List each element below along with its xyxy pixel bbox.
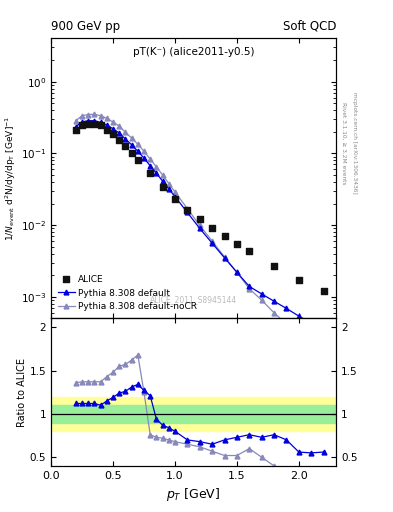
Pythia 8.308 default [222, 255, 227, 261]
Pythia 8.308 default-noCR [123, 130, 128, 136]
Y-axis label: Ratio to ALICE: Ratio to ALICE [17, 358, 27, 426]
Pythia 8.308 default-noCR [86, 112, 91, 118]
Pythia 8.308 default [173, 194, 177, 200]
ALICE [122, 142, 129, 151]
ALICE [320, 287, 327, 295]
Pythia 8.308 default-noCR [296, 332, 301, 338]
Pythia 8.308 default [160, 178, 165, 184]
ALICE [110, 130, 116, 138]
Pythia 8.308 default-noCR [92, 111, 97, 117]
Pythia 8.308 default [166, 186, 171, 192]
Line: Pythia 8.308 default: Pythia 8.308 default [73, 118, 326, 333]
Pythia 8.308 default-noCR [117, 123, 121, 129]
ALICE [271, 262, 277, 270]
Pythia 8.308 default-noCR [173, 189, 177, 195]
Pythia 8.308 default-noCR [141, 148, 146, 154]
Text: Soft QCD: Soft QCD [283, 20, 336, 33]
ALICE [79, 121, 85, 130]
Pythia 8.308 default [80, 119, 84, 125]
Pythia 8.308 default-noCR [247, 286, 252, 292]
Pythia 8.308 default [321, 328, 326, 334]
ALICE [196, 216, 203, 224]
Pythia 8.308 default [185, 209, 190, 216]
Pythia 8.308 default [129, 142, 134, 148]
ALICE [135, 156, 141, 164]
Pythia 8.308 default-noCR [160, 172, 165, 178]
Pythia 8.308 default [123, 136, 128, 142]
ALICE [209, 224, 215, 232]
Pythia 8.308 default [111, 126, 116, 132]
Pythia 8.308 default-noCR [73, 118, 78, 124]
ALICE [147, 169, 153, 177]
ALICE [85, 120, 92, 129]
Pythia 8.308 default-noCR [284, 321, 289, 327]
Pythia 8.308 default [272, 298, 276, 304]
Pythia 8.308 default-noCR [148, 156, 152, 162]
Pythia 8.308 default-noCR [259, 297, 264, 303]
Pythia 8.308 default [141, 155, 146, 161]
Pythia 8.308 default-noCR [222, 254, 227, 260]
Pythia 8.308 default [86, 118, 91, 124]
Text: mcplots.cern.ch [arXiv:1306.3436]: mcplots.cern.ch [arXiv:1306.3436] [352, 93, 357, 194]
Pythia 8.308 default [148, 163, 152, 169]
ALICE [184, 206, 191, 215]
Pythia 8.308 default [73, 124, 78, 130]
Pythia 8.308 default [117, 130, 121, 136]
Pythia 8.308 default [154, 170, 159, 176]
ALICE [97, 121, 104, 130]
ALICE [246, 247, 252, 255]
Text: pT(K⁻) (alice2011-y0.5): pT(K⁻) (alice2011-y0.5) [133, 47, 254, 57]
Pythia 8.308 default [247, 283, 252, 289]
Pythia 8.308 default-noCR [136, 141, 140, 147]
ALICE [116, 136, 122, 144]
ALICE [221, 232, 228, 240]
Pythia 8.308 default-noCR [129, 135, 134, 141]
ALICE [296, 276, 302, 285]
Pythia 8.308 default [309, 320, 314, 326]
Pythia 8.308 default [296, 313, 301, 319]
Pythia 8.308 default-noCR [111, 119, 116, 125]
ALICE [104, 125, 110, 134]
ALICE [172, 195, 178, 203]
Pythia 8.308 default-noCR [309, 344, 314, 350]
ALICE [234, 240, 240, 248]
Pythia 8.308 default-noCR [235, 269, 239, 275]
X-axis label: $p_T$ [GeV]: $p_T$ [GeV] [166, 486, 221, 503]
Pythia 8.308 default [105, 122, 109, 128]
Text: Rivet 3.1.10, ≥ 3.2M events: Rivet 3.1.10, ≥ 3.2M events [341, 102, 346, 185]
Pythia 8.308 default [197, 225, 202, 231]
Line: Pythia 8.308 default-noCR: Pythia 8.308 default-noCR [73, 112, 326, 360]
Pythia 8.308 default [235, 269, 239, 275]
Pythia 8.308 default-noCR [272, 310, 276, 316]
Text: 900 GeV pp: 900 GeV pp [51, 20, 120, 33]
Legend: ALICE, Pythia 8.308 default, Pythia 8.308 default-noCR: ALICE, Pythia 8.308 default, Pythia 8.30… [55, 272, 200, 314]
Pythia 8.308 default-noCR [166, 180, 171, 186]
Y-axis label: $1/N_{\rm event}$ $\rm d^2N/dy/dp_T$ $\rm [GeV]^{-1}$: $1/N_{\rm event}$ $\rm d^2N/dy/dp_T$ $\r… [4, 116, 18, 241]
Pythia 8.308 default-noCR [321, 355, 326, 361]
Pythia 8.308 default-noCR [98, 113, 103, 119]
Pythia 8.308 default-noCR [185, 205, 190, 211]
Pythia 8.308 default-noCR [105, 115, 109, 121]
Text: ALICE_2011_S8945144: ALICE_2011_S8945144 [150, 295, 237, 305]
Pythia 8.308 default [136, 148, 140, 154]
Pythia 8.308 default-noCR [210, 238, 215, 244]
ALICE [160, 183, 166, 191]
ALICE [129, 149, 135, 157]
ALICE [91, 120, 97, 129]
Pythia 8.308 default [210, 240, 215, 246]
Pythia 8.308 default-noCR [80, 113, 84, 119]
Pythia 8.308 default [98, 119, 103, 125]
Pythia 8.308 default [259, 291, 264, 297]
Pythia 8.308 default-noCR [154, 164, 159, 170]
Pythia 8.308 default [284, 305, 289, 311]
ALICE [73, 126, 79, 134]
Pythia 8.308 default [92, 118, 97, 124]
Pythia 8.308 default-noCR [197, 222, 202, 228]
